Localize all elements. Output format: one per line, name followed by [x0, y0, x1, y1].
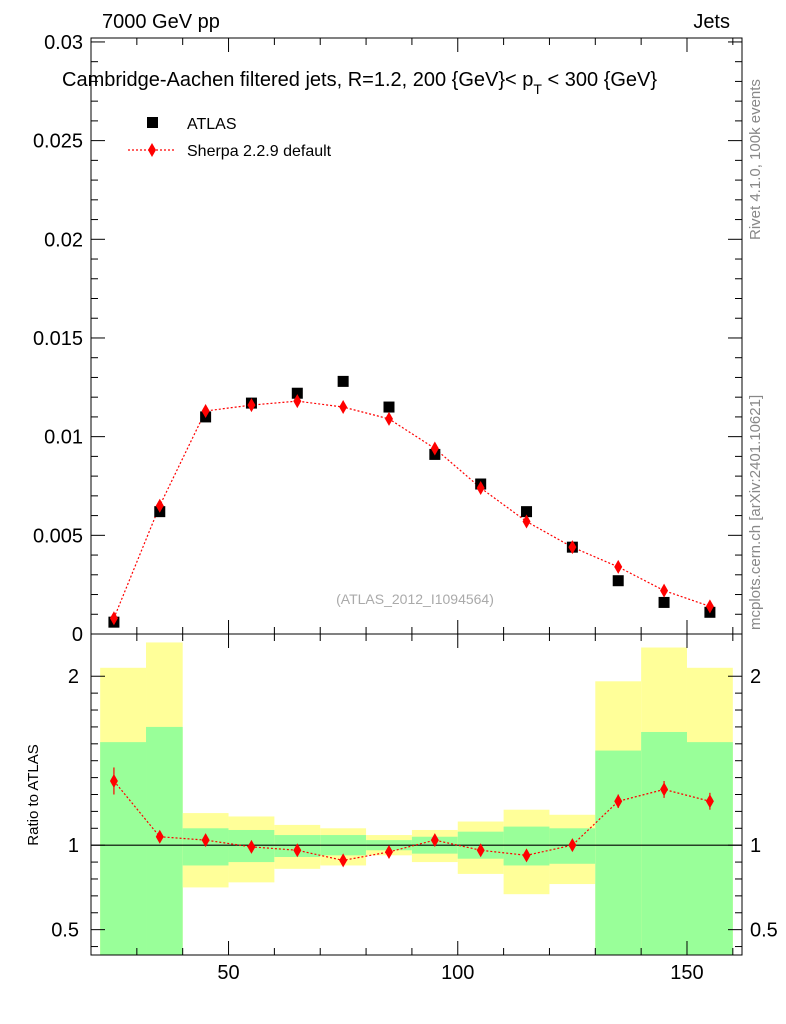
legend-mc-marker [148, 143, 156, 157]
ratio-mc-point [430, 833, 439, 848]
atlas-point [383, 401, 395, 413]
plot-title-tail: < 300 {GeV} [542, 69, 657, 91]
main-ytick-label: 0.005 [33, 525, 83, 547]
ratio-xtick-label: 150 [670, 962, 703, 984]
ratio-mc-point [339, 853, 348, 868]
mc-point [109, 611, 118, 626]
legend: ATLAS Sherpa 2.2.9 default [128, 116, 332, 160]
mc-point [705, 599, 714, 614]
rivet-label: Rivet 4.1.0, 100k events [747, 79, 764, 240]
ratio-xtick-label: 50 [217, 962, 239, 984]
header-right: Jets [693, 11, 730, 33]
legend-data-label: ATLAS [187, 116, 237, 133]
ratio-band-inner [100, 742, 147, 955]
mc-point [476, 480, 485, 495]
mc-point [614, 559, 623, 574]
ratio-mc-point [568, 838, 577, 853]
ratio-xtick-label: 100 [441, 962, 474, 984]
ratio-mc-point [247, 839, 256, 854]
mc-point [568, 540, 577, 555]
ratio-band-inner [595, 750, 642, 955]
plot-title-main: Cambridge-Aachen filtered jets, R=1.2, 2… [62, 69, 533, 91]
ratio-ytick-label: 0.5 [51, 920, 79, 942]
atlas-point [658, 596, 670, 608]
header-left: 7000 GeV pp [102, 11, 220, 33]
ratio-mc-point [705, 794, 714, 809]
ratio-mc-point [614, 794, 623, 809]
mc-point [155, 498, 164, 513]
mc-point [293, 394, 302, 409]
atlas-point [612, 575, 624, 587]
ratio-mc-point [155, 829, 164, 844]
main-ytick-label: 0.02 [44, 229, 83, 251]
ratio-mc-point [660, 782, 669, 797]
analysis-watermark: (ATLAS_2012_I1094564) [336, 591, 494, 607]
ratio-mc-point [476, 843, 485, 858]
ratio-ytick-label-right: 1 [750, 835, 761, 857]
source-label: mcplots.cern.ch [arXiv:2401.10621] [747, 395, 764, 630]
atlas-point [521, 506, 533, 518]
main-ytick-label: 0.03 [44, 32, 83, 54]
mc-point [247, 398, 256, 413]
ratio-bands [100, 642, 733, 955]
ratio-mc-point [293, 843, 302, 858]
plot-title-subscript: T [533, 81, 542, 97]
ratio-ytick-label-right: 0.5 [750, 920, 778, 942]
ratio-ylabel: Ratio to ATLAS [25, 744, 42, 845]
ratio-mc-line [113, 780, 711, 862]
mc-point [201, 403, 210, 418]
ratio-band-inner [146, 726, 183, 955]
main-ytick-label: 0.025 [33, 131, 83, 153]
mc-point [339, 400, 348, 415]
mc-point [430, 441, 439, 456]
main-plot: 0 0.005 0.01 0.015 0.02 0.025 0.03 [33, 32, 743, 646]
legend-mc-label: Sherpa 2.2.9 default [187, 143, 332, 160]
ratio-mc-point [384, 844, 393, 859]
main-ytick-label: 0.01 [44, 427, 83, 449]
atlas-point [291, 387, 303, 399]
ratio-ytick-label: 2 [68, 666, 79, 688]
ratio-band-inner [686, 742, 733, 955]
plot-title: Cambridge-Aachen filtered jets, R=1.2, 2… [62, 69, 657, 97]
legend-data-marker [147, 117, 158, 128]
ratio-ytick-label-right: 2 [750, 666, 761, 688]
main-ytick-label: 0.015 [33, 328, 83, 350]
ratio-mc-point [109, 773, 118, 788]
atlas-point [337, 375, 349, 387]
ratio-band-inner [641, 731, 687, 955]
ratio-plot: 50 100 150 0.5 0.5 1 1 2 2 [51, 633, 778, 984]
mc-point [660, 583, 669, 598]
ratio-ytick-label: 1 [68, 835, 79, 857]
main-ytick-label: 0 [72, 624, 83, 646]
mc-point [522, 514, 531, 529]
ratio-mc-point [522, 848, 531, 863]
mc-point [384, 411, 393, 426]
ratio-mc-point [201, 833, 210, 848]
